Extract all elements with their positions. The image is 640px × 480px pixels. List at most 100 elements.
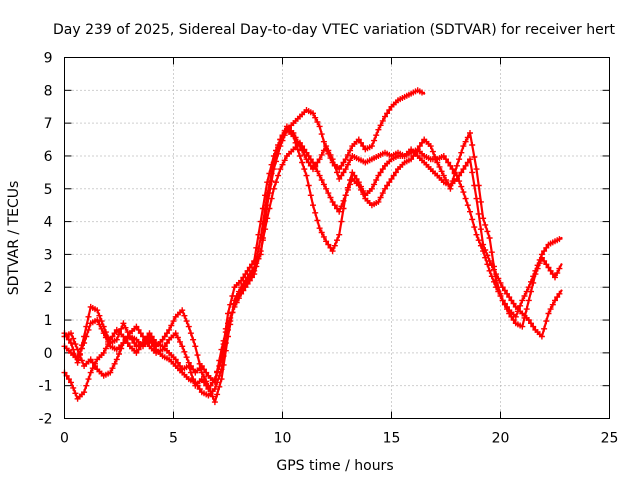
data-point — [477, 198, 484, 205]
data-point — [323, 143, 330, 150]
data-point — [172, 356, 179, 363]
data-point — [312, 162, 319, 169]
data-point — [111, 330, 118, 337]
data-point — [360, 191, 367, 198]
data-point — [419, 89, 425, 96]
data-point — [312, 114, 319, 121]
data-point — [336, 231, 343, 238]
data-point — [161, 333, 168, 340]
y-tick-label: 6 — [44, 149, 53, 165]
data-point — [379, 117, 386, 124]
data-point — [205, 382, 212, 389]
data-point — [552, 274, 558, 281]
data-point — [340, 159, 347, 166]
data-point — [192, 379, 199, 386]
data-point — [113, 356, 120, 363]
data-point — [294, 138, 301, 145]
data-point — [146, 336, 153, 343]
data-point — [168, 322, 175, 329]
data-point — [338, 203, 345, 210]
data-point — [279, 161, 286, 168]
data-point — [83, 382, 90, 389]
data-point — [340, 197, 347, 204]
data-point — [327, 194, 334, 201]
data-point — [83, 323, 90, 330]
data-point — [504, 290, 510, 297]
x-tick-label: 5 — [169, 431, 178, 447]
data-point — [342, 166, 349, 173]
data-point — [170, 318, 177, 325]
data-point — [440, 172, 447, 179]
data-point — [102, 345, 109, 352]
x-tick-labels: 0 5 10 15 20 25 — [60, 431, 618, 447]
data-point — [266, 205, 273, 212]
data-point — [377, 122, 384, 129]
data-point — [65, 336, 72, 343]
data-point — [484, 261, 491, 268]
data-point — [316, 225, 323, 232]
data-point — [493, 271, 500, 278]
data-point — [116, 351, 122, 357]
data-point — [523, 288, 530, 295]
data-point — [183, 318, 190, 325]
data-point — [480, 215, 487, 222]
data-point — [368, 143, 375, 150]
data-point — [100, 330, 107, 337]
data-point — [506, 294, 513, 301]
data-point — [488, 249, 495, 256]
data-point — [375, 198, 382, 205]
y-tick-label: 3 — [44, 247, 53, 263]
data-point — [268, 195, 275, 202]
data-point — [331, 242, 338, 249]
data-point — [216, 357, 223, 364]
data-point — [523, 306, 530, 313]
x-tick-label: 0 — [60, 431, 69, 447]
data-point — [525, 317, 532, 323]
data-point — [336, 208, 343, 215]
data-point — [281, 157, 288, 164]
data-point — [510, 300, 517, 307]
data-point — [185, 323, 192, 330]
data-point — [545, 310, 552, 317]
data-point — [244, 277, 251, 284]
data-point — [179, 307, 186, 314]
data-point — [187, 330, 194, 337]
data-point — [334, 205, 340, 212]
data-point — [109, 365, 116, 372]
data-point — [495, 275, 502, 282]
y-tick-label: 7 — [44, 116, 53, 132]
data-point — [338, 172, 345, 179]
data-point — [543, 261, 550, 268]
data-point — [299, 147, 306, 154]
data-point — [325, 190, 332, 197]
data-point — [360, 143, 367, 150]
data-point — [211, 399, 218, 406]
data-point — [214, 379, 221, 386]
data-point — [525, 284, 532, 291]
data-point — [310, 110, 316, 117]
data-point — [259, 220, 266, 227]
data-point — [310, 166, 316, 173]
data-point — [331, 162, 338, 169]
data-point — [209, 393, 216, 400]
data-point — [467, 156, 473, 163]
data-point — [320, 233, 327, 240]
data-point — [440, 153, 447, 159]
data-point — [471, 182, 478, 189]
data-point — [384, 110, 391, 117]
data-point — [85, 326, 92, 333]
data-point — [120, 320, 127, 327]
data-point — [541, 325, 548, 332]
data-point — [87, 356, 94, 363]
data-point — [460, 143, 467, 150]
data-point — [334, 237, 340, 244]
data-point — [453, 162, 460, 169]
data-point — [375, 172, 382, 179]
data-point — [70, 384, 77, 391]
data-point — [225, 326, 231, 333]
x-tick-label: 10 — [274, 431, 292, 447]
data-point — [109, 333, 116, 340]
data-point — [264, 215, 271, 222]
data-point — [249, 271, 255, 278]
